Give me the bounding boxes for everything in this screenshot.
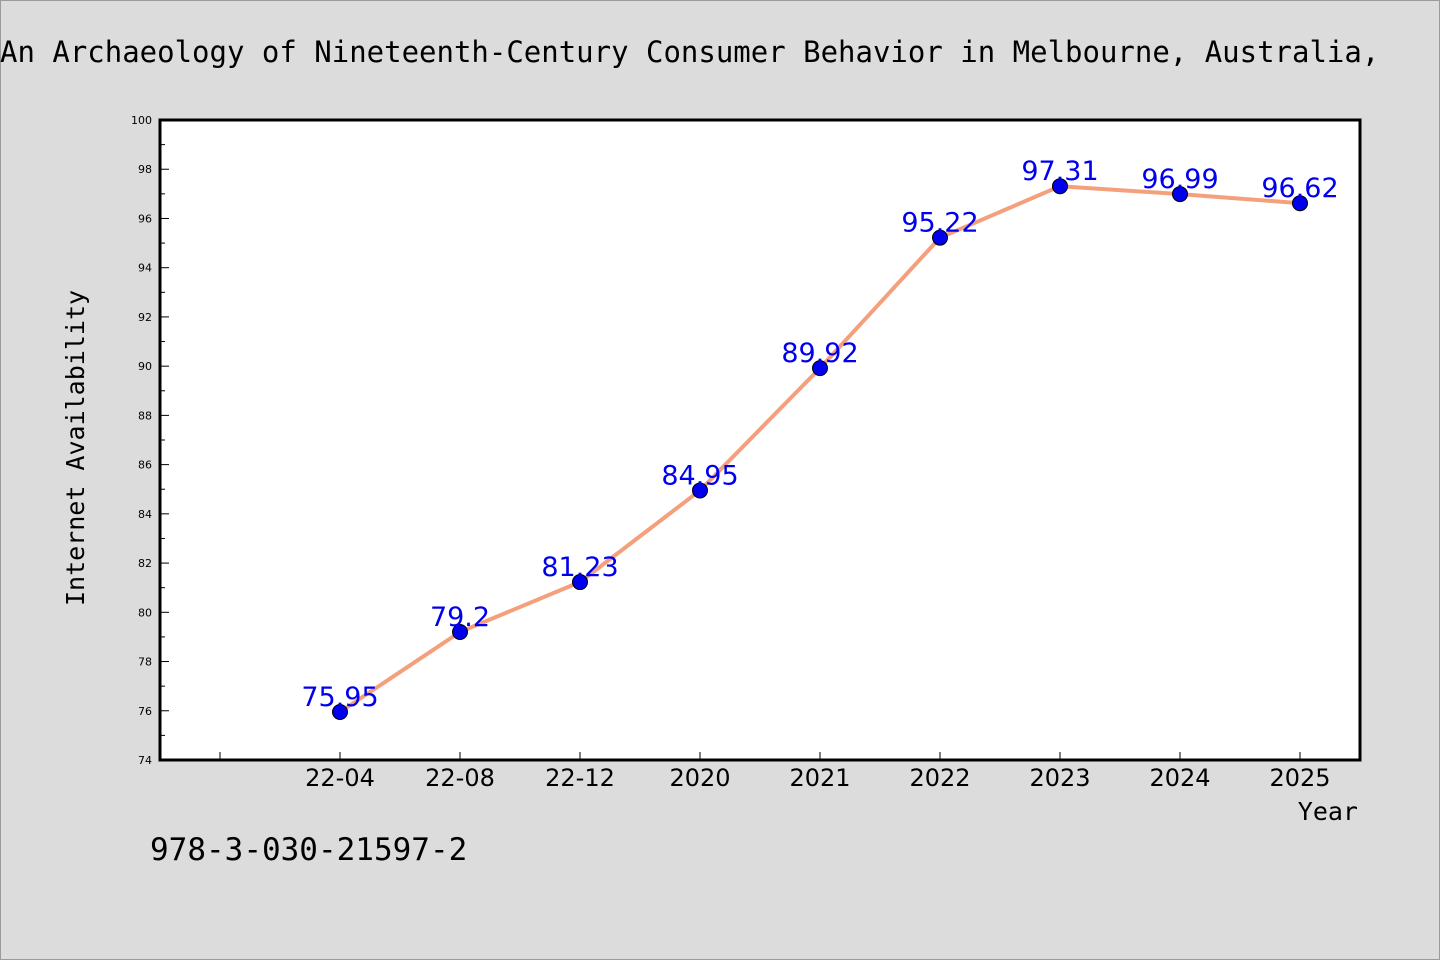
data-point	[1052, 178, 1068, 195]
series-labels-group: 75.95 79.2 81.23 84.95 89.92 95.22 97.31 96.99 9…	[301, 156, 1338, 713]
data-point	[332, 704, 348, 720]
y-tick-label: 76	[138, 705, 152, 718]
data-point	[572, 574, 588, 591]
x-tick-label: 22-08	[425, 764, 495, 792]
data-label: 97.31	[1021, 156, 1098, 187]
x-tick-label: 22-04	[305, 764, 375, 792]
y-tick-label: 92	[138, 311, 152, 324]
data-label: 96.99	[1141, 164, 1218, 195]
data-label: 95.22	[901, 208, 978, 239]
plot-area	[160, 120, 1360, 760]
series-points-group	[332, 178, 1308, 720]
x-axis-label: Year	[1298, 797, 1358, 826]
y-tick-label: 86	[138, 459, 152, 472]
y-tick-label: 94	[138, 262, 152, 275]
data-point	[692, 482, 708, 499]
y-tick-label: 82	[138, 557, 152, 570]
data-label: 89.92	[781, 338, 858, 369]
data-label: 79.2	[430, 602, 490, 633]
data-point	[452, 624, 468, 640]
y-tick-label: 90	[138, 360, 152, 373]
plot-border	[158, 118, 1362, 762]
y-tick-label: 78	[138, 656, 152, 669]
y-tick-label: 98	[138, 163, 152, 176]
y-tick-label: 88	[138, 409, 152, 422]
x-axis-ticks: 22-04 22-08 22-12 2020 2021 2022 2023 2024 2025	[219, 752, 1331, 792]
data-point	[812, 360, 828, 377]
data-point	[1172, 186, 1188, 203]
isbn-text: 978-3-030-21597-2	[150, 832, 468, 868]
x-tick-label: 2025	[1269, 764, 1330, 792]
y-tick-label: 100	[131, 114, 152, 127]
data-label: 96.62	[1261, 173, 1338, 204]
y-tick-label: 96	[138, 212, 152, 225]
x-tick-label: 2022	[909, 764, 970, 792]
x-tick-label: 22-12	[545, 764, 615, 792]
y-tick-label: 74	[138, 754, 152, 767]
chart-title: An Archaeology of Nineteenth-Century Con…	[0, 35, 1380, 69]
x-tick-label: 2024	[1149, 764, 1210, 792]
data-point	[1292, 195, 1308, 212]
data-label: 81.23	[541, 552, 618, 583]
data-label: 84.95	[661, 460, 738, 491]
x-tick-label: 2021	[789, 764, 850, 792]
data-label: 75.95	[301, 682, 378, 713]
x-tick-label: 2023	[1029, 764, 1090, 792]
y-axis-ticks: 74 76 78 80 82 84 86 88 90 92 94 96 98 100	[131, 114, 169, 767]
data-point	[932, 229, 948, 246]
x-tick-label: 2020	[669, 764, 730, 792]
y-tick-label: 80	[138, 606, 152, 619]
y-axis-label: Internet Availability	[61, 290, 90, 606]
y-tick-label: 84	[138, 508, 152, 521]
